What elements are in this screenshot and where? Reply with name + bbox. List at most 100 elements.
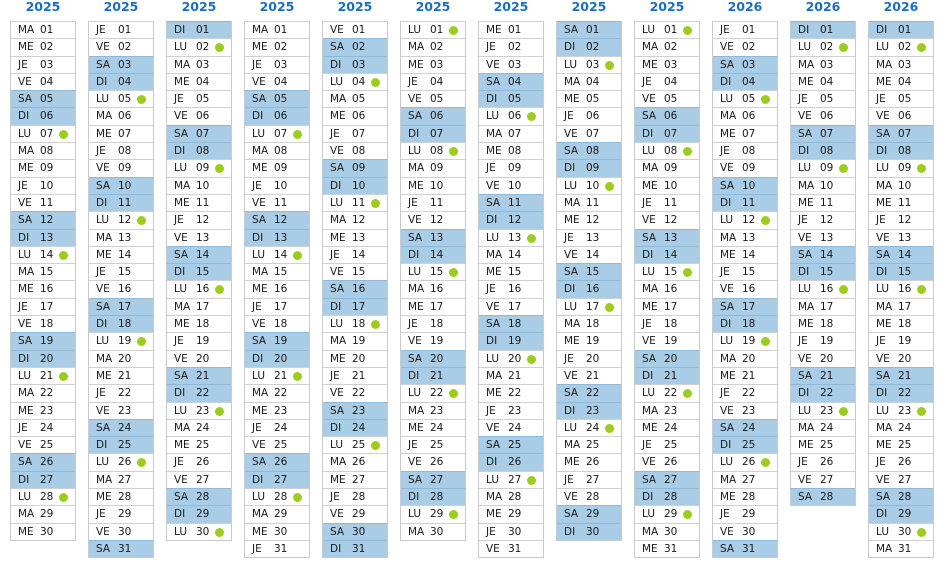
day-cell: VE 21 — [557, 366, 621, 385]
day-cell: JE 07 — [323, 124, 387, 143]
day-number: 22 — [40, 387, 54, 400]
day-cell: SA 20 — [401, 349, 465, 367]
weekday-label: SA — [96, 58, 111, 71]
day-cell: VE 30 — [89, 522, 153, 540]
day-cell: SA 12 — [245, 211, 309, 229]
day-cell: ME 02 — [11, 38, 75, 56]
weekday-label: JE — [252, 179, 262, 192]
weekday-label: ME — [330, 352, 346, 365]
weekday-label: ME — [486, 266, 502, 279]
day-cell: MA 02 — [635, 38, 699, 56]
weekday-label: VE — [330, 24, 344, 36]
day-cell: DI 25 — [713, 436, 777, 454]
monday-dot-icon — [683, 389, 692, 399]
day-number: 09 — [352, 162, 366, 175]
day-cell: MA 08 — [245, 142, 309, 160]
day-cell: DI 09 — [557, 159, 621, 177]
weekday-label: JE — [564, 352, 574, 365]
day-cell: LU 07 — [245, 124, 309, 143]
day-cell: DI 04 — [89, 72, 153, 91]
day-number: 10 — [664, 179, 678, 192]
day-number: 06 — [196, 110, 210, 123]
day-number: 12 — [586, 214, 600, 227]
day-number: 07 — [508, 127, 522, 140]
weekday-label: SA — [18, 93, 33, 106]
monday-dot-icon — [917, 43, 926, 53]
day-number: 24 — [664, 421, 678, 434]
day-cell: MA 03 — [869, 55, 933, 73]
month-column: 2025 DI 01 LU 02 MA 03 ME 04 JE 05 VE 06 SA 07 DI 08 LU 09… — [166, 0, 232, 541]
day-number: 01 — [430, 24, 444, 36]
weekday-label: DI — [330, 421, 342, 434]
day-cell: LU 16 — [791, 280, 855, 298]
day-cell: DI 13 — [245, 228, 309, 246]
day-number: 28 — [196, 491, 210, 504]
weekday-label: LU — [18, 248, 32, 261]
day-number: 29 — [352, 508, 366, 521]
monday-dot-icon — [371, 320, 380, 330]
weekday-label: VE — [642, 214, 656, 227]
day-cell: SA 14 — [791, 245, 855, 264]
weekday-label: SA — [408, 231, 423, 244]
day-number: 01 — [118, 24, 132, 36]
day-cell: MA 12 — [323, 211, 387, 229]
day-cell: SA 07 — [167, 124, 231, 143]
weekday-label: MA — [252, 24, 269, 36]
day-number: 25 — [820, 439, 834, 452]
day-number: 01 — [820, 24, 834, 36]
day-number: 04 — [508, 75, 522, 88]
day-cell: LU 19 — [713, 332, 777, 350]
day-number: 14 — [898, 248, 912, 261]
day-number: 30 — [664, 525, 678, 538]
day-number: 21 — [742, 369, 756, 382]
day-number: 30 — [508, 525, 522, 538]
weekday-label: DI — [642, 491, 654, 504]
day-number: 23 — [118, 404, 132, 417]
day-number: 11 — [118, 196, 132, 209]
day-number: 07 — [664, 127, 678, 140]
day-cell: MA 05 — [323, 90, 387, 108]
day-cell: MA 13 — [89, 228, 153, 246]
day-number: 16 — [664, 283, 678, 296]
day-cell: VE 02 — [713, 38, 777, 56]
day-cell: SA 05 — [11, 90, 75, 108]
day-cell: MA 16 — [401, 280, 465, 298]
day-number: 07 — [430, 127, 444, 140]
day-cell: SA 01 — [557, 21, 621, 39]
weekday-label: LU — [408, 145, 422, 158]
day-number: 27 — [40, 473, 54, 486]
day-cell: ME 11 — [869, 193, 933, 212]
day-number: 18 — [664, 318, 678, 331]
month-column: 2025 SA 01 DI 02 LU 03 MA 04 ME 05 JE 06 VE 07 SA 08 DI 09… — [556, 0, 622, 541]
day-cell: DI 19 — [479, 332, 543, 350]
weekday-label: VE — [564, 127, 578, 140]
year-header: 2026 — [727, 0, 763, 14]
day-cell: MA 03 — [791, 55, 855, 73]
day-cell: VE 25 — [245, 436, 309, 454]
day-number: 12 — [274, 214, 288, 227]
day-number: 02 — [118, 41, 132, 54]
weekday-label: MA — [252, 145, 269, 158]
day-number: 25 — [430, 439, 444, 452]
day-cell: LU 02 — [167, 38, 231, 56]
day-number: 31 — [118, 542, 132, 555]
day-cell: ME 04 — [167, 72, 231, 91]
weekday-label: LU — [564, 179, 578, 192]
day-number: 03 — [118, 58, 132, 71]
day-number: 09 — [118, 162, 132, 175]
day-number: 16 — [40, 283, 54, 296]
day-number: 22 — [118, 387, 132, 400]
weekday-label: VE — [330, 266, 344, 279]
day-number: 23 — [508, 404, 522, 417]
day-cell: JE 05 — [869, 90, 933, 108]
weekday-label: JE — [564, 473, 574, 486]
day-number: 01 — [508, 24, 522, 36]
weekday-label: JE — [408, 439, 418, 452]
day-cell: DI 28 — [401, 488, 465, 506]
weekday-label: MA — [96, 231, 113, 244]
weekday-label: LU — [174, 162, 188, 175]
day-cell: LU 27 — [479, 470, 543, 489]
day-cell: SA 13 — [635, 228, 699, 246]
day-number: 01 — [898, 24, 912, 36]
weekday-label: DI — [18, 231, 30, 244]
